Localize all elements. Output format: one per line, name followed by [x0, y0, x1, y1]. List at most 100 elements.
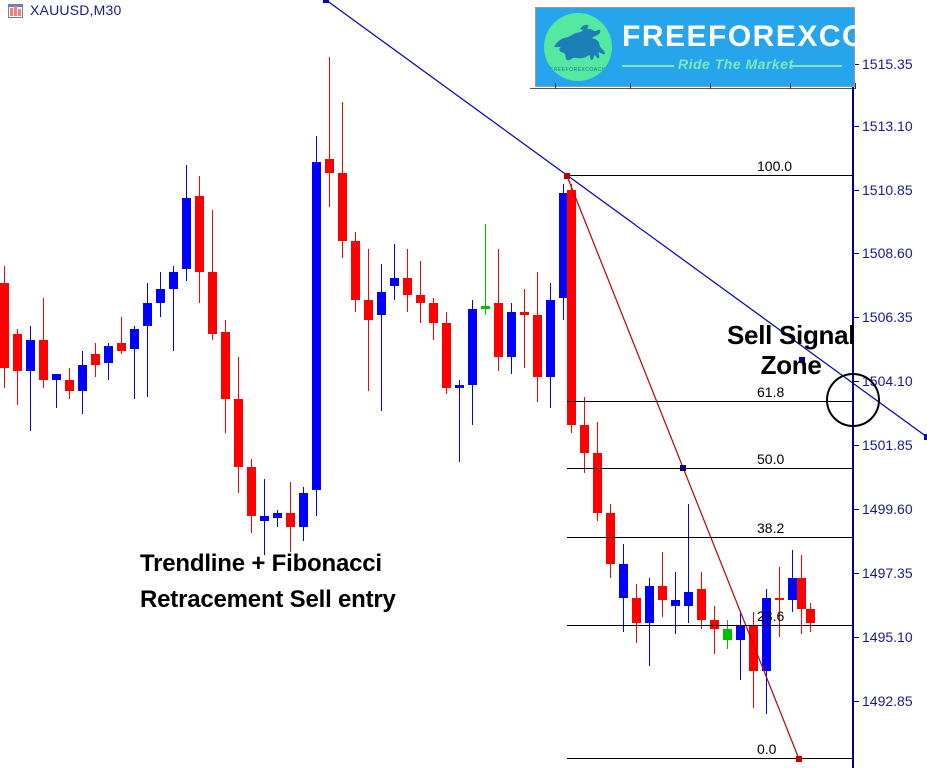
candle-body	[481, 306, 490, 309]
candle-body	[632, 597, 641, 624]
time-axis-tick	[855, 83, 856, 89]
candle-wick	[485, 223, 486, 315]
price-axis-tick	[852, 317, 859, 318]
candle-body	[338, 172, 347, 241]
fibonacci-level-line	[567, 175, 852, 176]
candle-body	[567, 189, 576, 425]
time-axis-line	[530, 88, 855, 89]
trendline-handle[interactable]	[924, 434, 927, 440]
candle-body	[143, 303, 152, 326]
candle-body	[325, 158, 334, 173]
candle-wick	[662, 552, 663, 618]
candle-body	[507, 311, 516, 357]
candle-wick	[714, 606, 715, 655]
freeforexcoach-logo: FREEFOREXCOACH FREEFOREXCOACH.com Ride T…	[535, 7, 927, 87]
candlestick	[632, 583, 641, 643]
candlestick	[130, 325, 139, 400]
fibonacci-level-label: 23.6	[757, 608, 785, 624]
candlestick	[13, 328, 22, 406]
candle-body	[117, 342, 126, 352]
candle-wick	[459, 379, 460, 462]
window-titlebar: XAUUSD,M30	[0, 0, 927, 22]
strategy-line2: Retracement Sell entry	[140, 586, 396, 613]
candle-body	[416, 294, 425, 304]
fibonacci-level-label: 61.8	[757, 384, 785, 400]
candle-body	[775, 597, 784, 601]
candle-wick	[134, 325, 135, 400]
candle-body	[559, 192, 568, 298]
candlestick	[78, 351, 87, 414]
price-axis-tick	[852, 573, 859, 574]
candle-body	[286, 512, 295, 527]
candlestick	[580, 396, 589, 474]
candlestick	[403, 249, 412, 312]
candlestick	[494, 249, 503, 372]
price-axis-label: 1501.85	[862, 437, 913, 453]
candlestick	[312, 136, 321, 516]
bull-icon	[554, 24, 605, 61]
chart-window-icon	[8, 4, 23, 18]
price-axis-label: 1499.60	[862, 501, 913, 517]
candlestick	[429, 297, 438, 341]
candlestick	[455, 379, 464, 462]
candle-body	[65, 379, 74, 391]
candle-body	[78, 365, 87, 391]
candlestick	[156, 272, 165, 318]
candle-body	[442, 323, 451, 389]
candlestick	[65, 368, 74, 400]
candle-wick	[381, 263, 382, 411]
candlestick	[104, 342, 113, 380]
trendline-handle[interactable]	[323, 0, 329, 3]
candlestick	[658, 552, 667, 618]
candlestick	[0, 266, 9, 389]
candle-body	[247, 467, 256, 516]
logo-bull-circle: FREEFOREXCOACH	[544, 13, 612, 81]
candle-body	[130, 328, 139, 349]
candle-wick	[779, 566, 780, 638]
trendline-handle[interactable]	[796, 756, 802, 762]
candlestick	[442, 311, 451, 394]
time-axis-tick	[555, 83, 556, 89]
candle-body	[684, 591, 693, 607]
candlestick	[182, 164, 191, 281]
price-axis-label: 1513.10	[862, 118, 913, 134]
candle-body	[208, 272, 217, 335]
candlestick	[806, 603, 815, 632]
candlestick	[377, 263, 386, 411]
candlestick	[143, 283, 152, 397]
candle-body	[546, 300, 555, 377]
candle-wick	[30, 325, 31, 431]
candle-body	[0, 283, 9, 369]
candlestick	[364, 249, 373, 391]
candle-wick	[121, 317, 122, 355]
trendline-handle[interactable]	[564, 173, 570, 179]
logo-brand-name: FREEFOREXCOACH	[622, 20, 927, 53]
fibonacci-level-label: 38.2	[757, 520, 785, 536]
candle-wick	[173, 266, 174, 352]
fibonacci-level-line	[567, 537, 852, 538]
candle-body	[749, 625, 758, 672]
candlestick	[390, 243, 399, 301]
fibonacci-level-label: 50.0	[757, 451, 785, 467]
candlestick	[710, 606, 719, 655]
candle-body	[697, 589, 706, 621]
time-axis-tick	[710, 83, 711, 89]
candlestick	[234, 357, 243, 493]
price-axis-tick	[852, 701, 859, 702]
price-axis-label: 1510.85	[862, 182, 913, 198]
candle-body	[797, 577, 806, 609]
candlestick	[39, 297, 48, 389]
trendline-handle[interactable]	[799, 357, 805, 363]
candlestick	[684, 504, 693, 624]
strategy-annotation: Trendline + Fibonacci Retracement Sell e…	[140, 546, 396, 618]
candle-body	[619, 563, 628, 598]
candle-wick	[277, 509, 278, 527]
candle-body	[377, 291, 386, 315]
candle-body	[580, 424, 589, 454]
trendline-handle[interactable]	[680, 465, 686, 471]
candle-body	[671, 600, 680, 607]
candle-body	[182, 198, 191, 270]
candlestick	[788, 549, 797, 612]
fibonacci-level-line	[567, 758, 852, 759]
candlestick	[507, 303, 516, 374]
